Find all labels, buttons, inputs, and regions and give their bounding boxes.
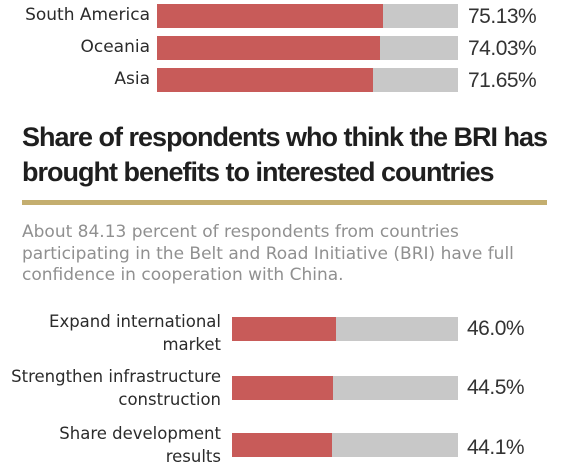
title-divider <box>22 200 547 205</box>
value-label: 71.65% <box>468 69 537 92</box>
bar-track <box>232 376 458 400</box>
category-label: Asia <box>114 69 150 89</box>
category-label: South America <box>25 5 150 25</box>
value-label: 44.5% <box>467 376 525 399</box>
category-label: Strengthen infrastructure construction <box>11 367 221 409</box>
category-label: Oceania <box>80 37 150 57</box>
bar <box>157 68 373 92</box>
bar-track <box>157 4 458 28</box>
value-label: 44.1% <box>467 436 525 459</box>
value-label: 75.13% <box>468 5 537 28</box>
category-label: Share development results <box>59 424 221 466</box>
chart-subtitle: About 84.13 percent of respondents from … <box>22 222 514 285</box>
category-label: Expand international market <box>49 312 221 354</box>
chart-title: Share of respondents who think the BRI h… <box>22 122 548 187</box>
bar-track <box>232 433 458 457</box>
bar <box>157 36 380 60</box>
value-label: 46.0% <box>467 317 525 340</box>
bar <box>232 317 336 341</box>
bar-track <box>157 68 458 92</box>
bar <box>232 433 332 457</box>
bar <box>157 4 384 28</box>
bar <box>232 376 333 400</box>
bar-track <box>157 36 458 60</box>
value-label: 74.03% <box>468 37 537 60</box>
bar-track <box>232 317 458 341</box>
